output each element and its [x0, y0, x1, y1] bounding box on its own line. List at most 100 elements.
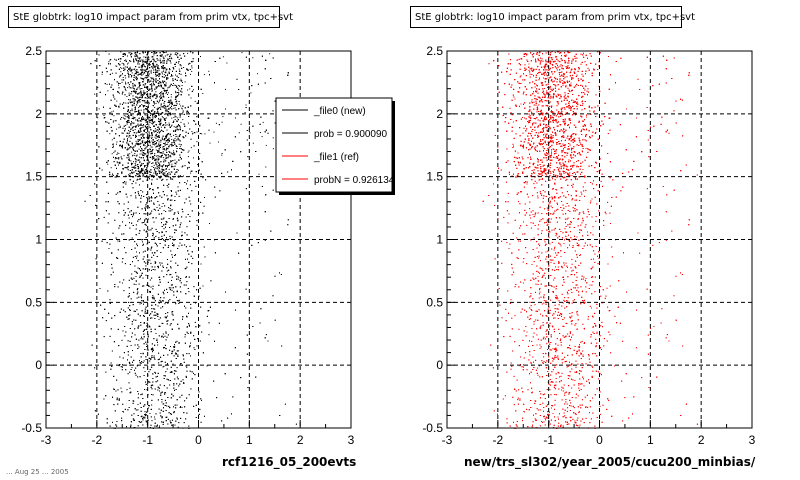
- data-point: [164, 85, 166, 87]
- data-point: [162, 87, 164, 89]
- data-point: [159, 96, 161, 98]
- data-point: [143, 142, 145, 144]
- data-point: [143, 152, 145, 154]
- data-point: [167, 74, 168, 76]
- data-point: [158, 114, 160, 116]
- data-point: [134, 106, 136, 108]
- data-point: [162, 99, 164, 101]
- data-point: [158, 128, 160, 130]
- data-point: [124, 118, 126, 120]
- data-point: [131, 91, 133, 93]
- data-point: [118, 123, 120, 125]
- data-point: [133, 79, 135, 81]
- data-point: [115, 157, 117, 159]
- data-point: [136, 69, 138, 71]
- data-point: [113, 96, 115, 98]
- data-point: [138, 167, 140, 169]
- data-point: [153, 175, 155, 177]
- data-point: [179, 64, 181, 66]
- data-point: [162, 169, 164, 171]
- data-point: [165, 117, 167, 119]
- data-point: [126, 123, 128, 125]
- data-point: [141, 171, 143, 173]
- data-point: [143, 119, 145, 120]
- data-point: [191, 85, 193, 87]
- data-point: [151, 95, 153, 97]
- data-point: [140, 109, 142, 111]
- data-point: [142, 134, 144, 136]
- data-point: [155, 81, 157, 83]
- data-point: [146, 77, 148, 79]
- data-point: [173, 134, 175, 136]
- data-point: [178, 101, 180, 102]
- data-point: [154, 116, 156, 118]
- data-point: [139, 164, 141, 166]
- data-point: [146, 109, 148, 111]
- data-point: [116, 81, 118, 83]
- data-point: [137, 97, 139, 99]
- data-point: [116, 161, 118, 163]
- data-point: [134, 52, 136, 54]
- data-point: [160, 122, 162, 124]
- data-point: [160, 114, 162, 115]
- data-point: [141, 72, 142, 74]
- data-point: [155, 70, 157, 72]
- data-point: [143, 159, 145, 161]
- data-point: [171, 57, 172, 59]
- data-point: [180, 175, 181, 177]
- data-point: [139, 161, 141, 163]
- data-point: [171, 142, 173, 144]
- data-point: [176, 120, 178, 122]
- data-point: [161, 156, 163, 158]
- data-point: [131, 101, 133, 103]
- data-point: [142, 175, 144, 176]
- data-point: [141, 92, 143, 94]
- data-point: [163, 148, 165, 150]
- data-point: [154, 106, 156, 108]
- data-point: [125, 83, 127, 85]
- data-point: [179, 116, 181, 118]
- data-point: [111, 130, 113, 132]
- data-point: [133, 61, 135, 63]
- data-point: [171, 142, 173, 144]
- data-point: [149, 67, 150, 69]
- data-point: [112, 94, 114, 96]
- data-point: [127, 113, 129, 115]
- data-point: [156, 133, 158, 135]
- data-point: [148, 116, 150, 118]
- data-point: [166, 89, 168, 91]
- data-point: [148, 79, 150, 81]
- data-point: [153, 84, 155, 86]
- data-point: [154, 128, 156, 130]
- data-point: [221, 172, 223, 174]
- data-point: [164, 149, 166, 151]
- data-point: [140, 165, 141, 167]
- data-point: [188, 112, 189, 114]
- data-point: [153, 69, 155, 71]
- data-point: [142, 65, 143, 67]
- data-point: [145, 142, 146, 144]
- data-point: [137, 120, 139, 122]
- data-point: [251, 85, 253, 87]
- data-point: [160, 155, 162, 156]
- data-point: [151, 140, 153, 142]
- data-point: [123, 117, 124, 119]
- data-point: [142, 116, 143, 117]
- data-point: [180, 57, 182, 59]
- data-point: [162, 95, 164, 97]
- data-point: [169, 107, 171, 109]
- data-point: [144, 66, 146, 68]
- data-point: [175, 70, 177, 72]
- data-point: [114, 58, 116, 60]
- data-point: [177, 56, 179, 58]
- data-point: [148, 124, 150, 126]
- data-point: [177, 137, 179, 139]
- data-point: [160, 84, 162, 86]
- data-point: [164, 153, 165, 155]
- data-point: [170, 156, 172, 158]
- data-point: [156, 164, 158, 166]
- data-point: [166, 149, 167, 151]
- data-point: [189, 69, 191, 70]
- data-point: [155, 69, 157, 71]
- data-point: [159, 163, 161, 165]
